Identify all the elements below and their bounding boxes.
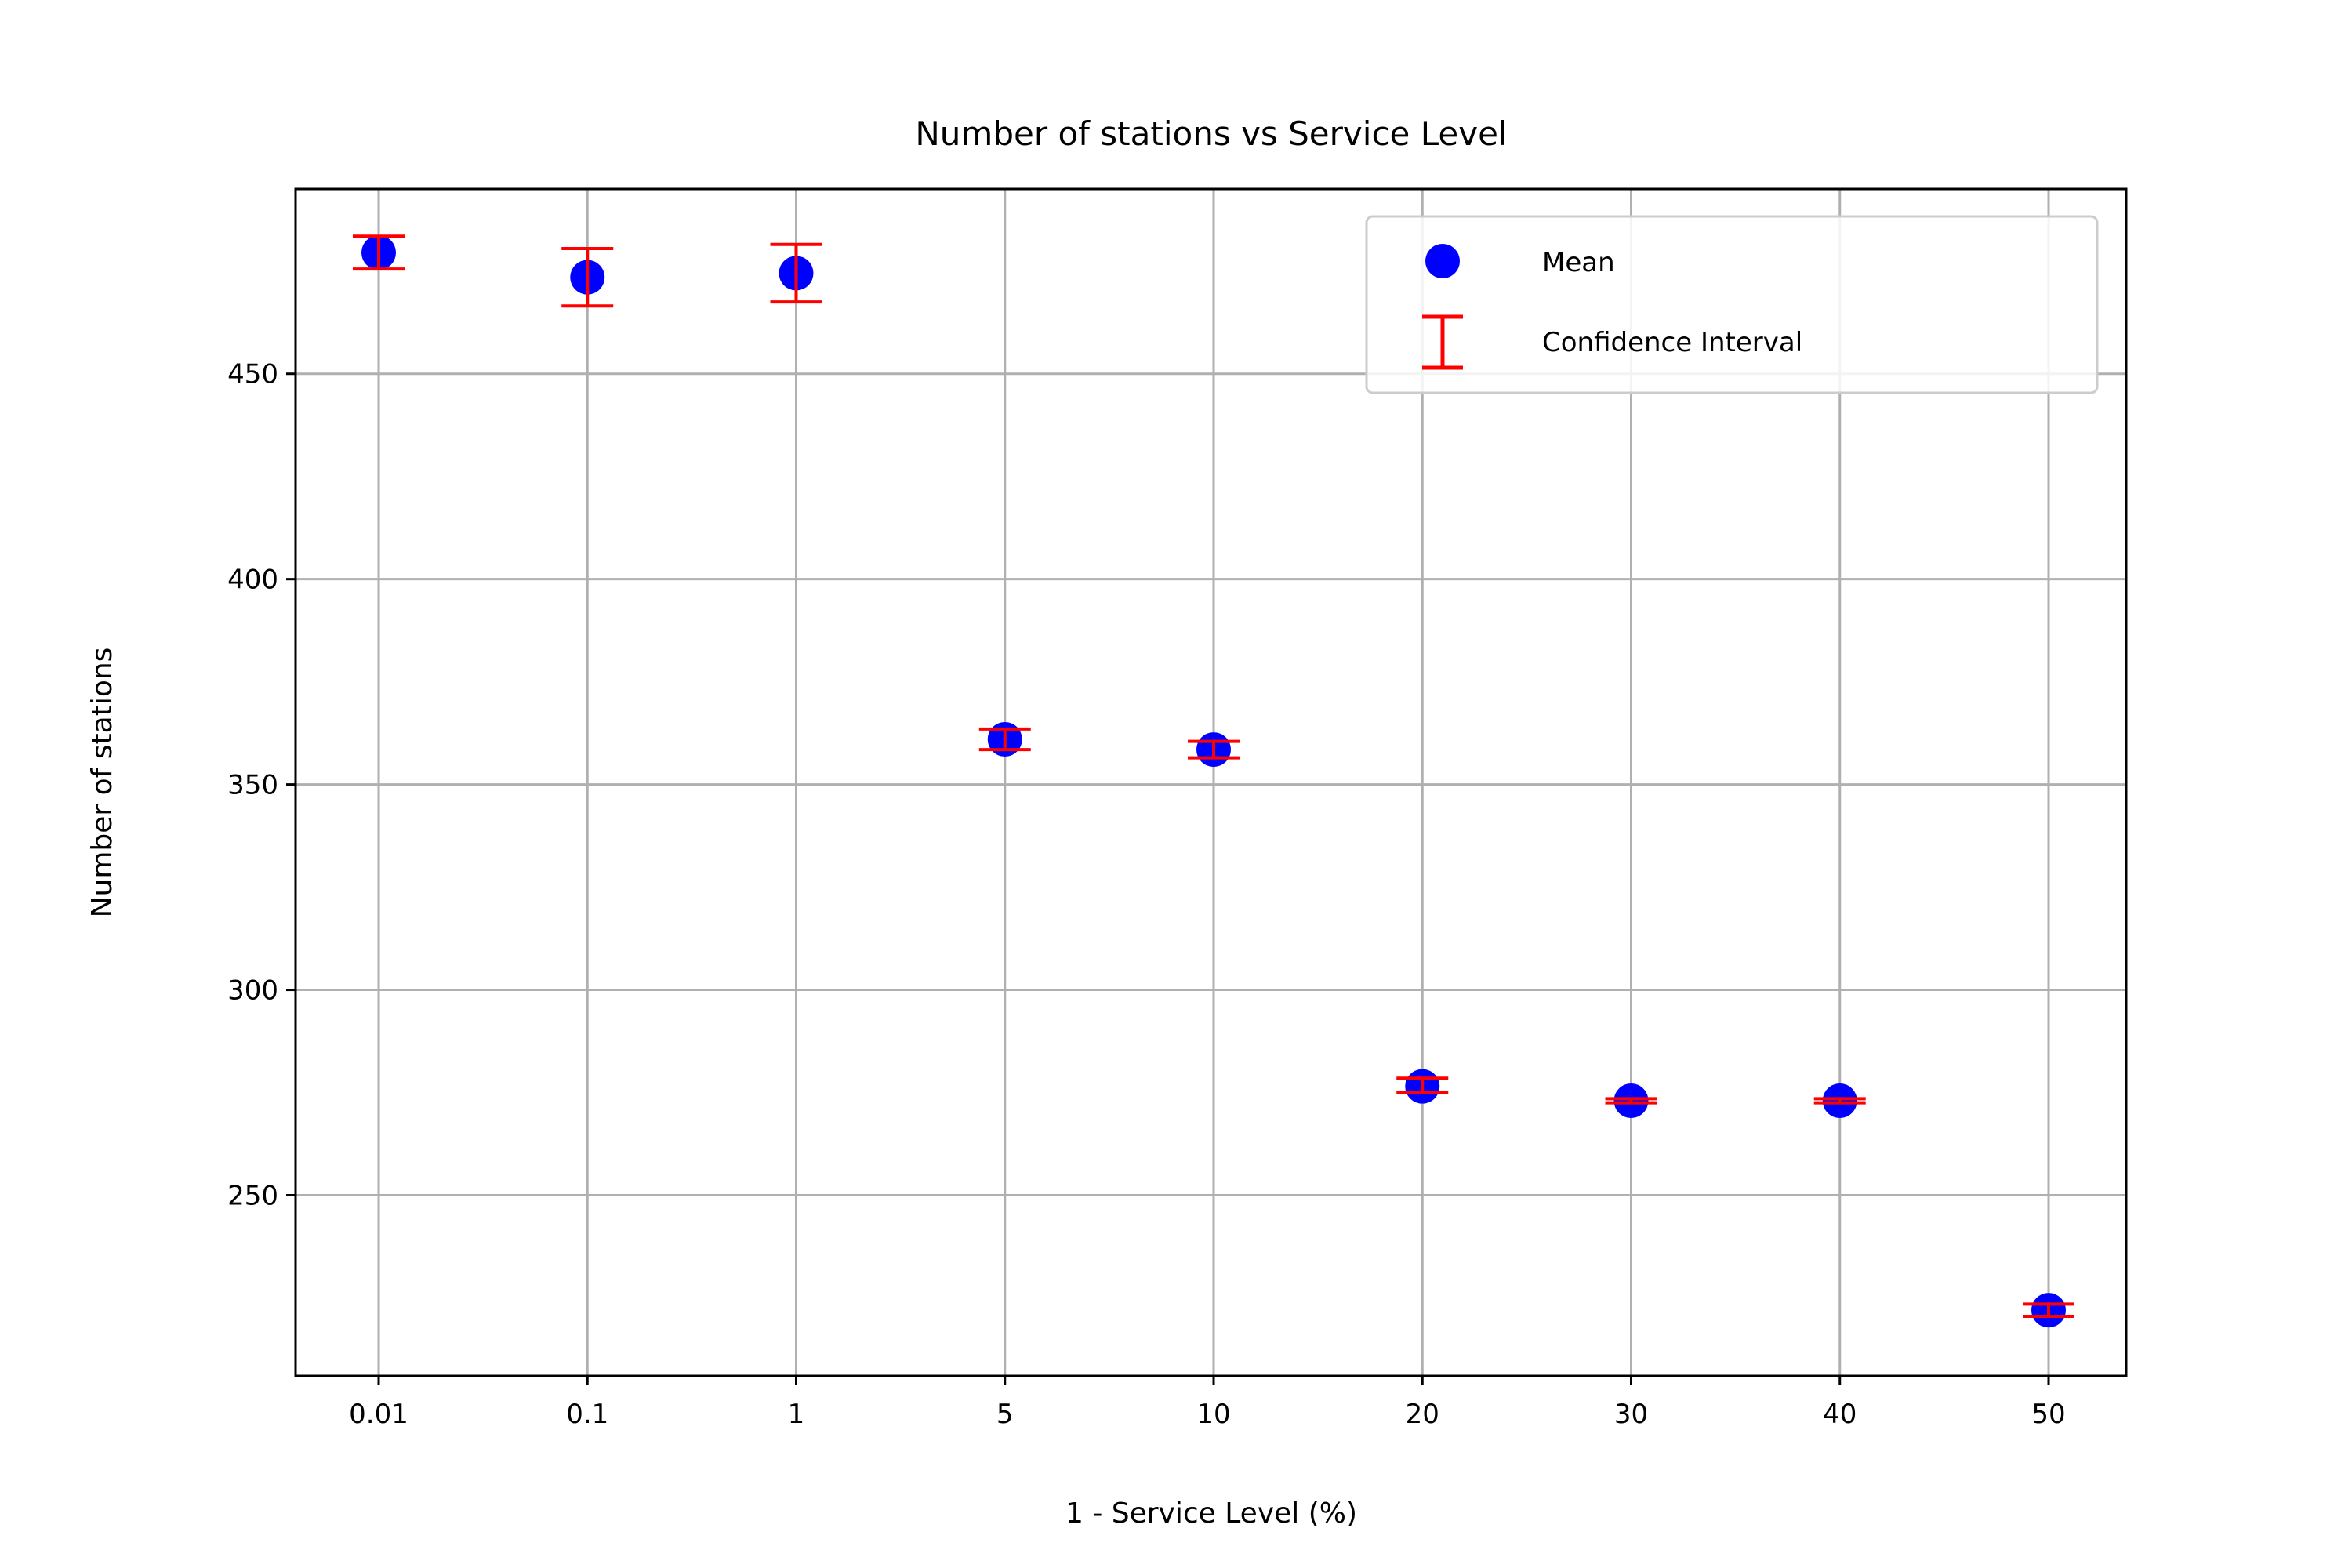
x-tick-label: 5	[996, 1399, 1014, 1430]
legend-confidence-interval-label: Confidence Interval	[1542, 327, 1802, 358]
legend-confidence-interval-marker	[1422, 314, 1463, 370]
x-tick-label: 0.1	[566, 1399, 608, 1430]
x-tick-label: 40	[1823, 1399, 1857, 1430]
chart-title: Number of stations vs Service Level	[915, 114, 1507, 153]
confidence-interval-bar	[561, 246, 614, 308]
y-tick-label: 400	[227, 564, 278, 596]
axis-ticks: 0.01 0.1 1 5 10 20 30 40 50 250 300 350 400 450	[227, 359, 2066, 1430]
y-tick-label: 250	[227, 1180, 278, 1211]
x-tick-label: 1	[788, 1399, 805, 1430]
x-axis-label: 1 - Service Level (%)	[1065, 1497, 1357, 1530]
legend: Mean Confidence Interval	[1365, 215, 2099, 394]
confidence-interval-bar	[1188, 739, 1240, 760]
y-tick-label: 300	[227, 975, 278, 1007]
x-tick-label: 10	[1196, 1399, 1230, 1430]
confidence-interval-bar	[353, 234, 405, 271]
confidence-interval-bar	[2023, 1302, 2074, 1319]
x-tick-label: 0.01	[349, 1399, 408, 1430]
confidence-interval-bar	[1813, 1097, 1866, 1105]
y-tick-label: 350	[227, 770, 278, 801]
plot-frame	[294, 187, 2128, 1377]
legend-box	[1365, 215, 2099, 394]
confidence-interval-bar	[1605, 1097, 1657, 1105]
confidence-interval-bar	[1396, 1076, 1449, 1094]
x-tick-label: 20	[1406, 1399, 1439, 1430]
x-tick-label: 50	[2031, 1399, 2065, 1430]
x-tick-label: 30	[1614, 1399, 1648, 1430]
confidence-interval-bar	[978, 727, 1031, 752]
confidence-interval-bar	[770, 242, 822, 304]
confidence-interval-series	[353, 234, 2074, 1319]
y-tick-label: 450	[227, 359, 278, 390]
y-axis-label: Number of stations	[86, 648, 118, 918]
legend-mean-label: Mean	[1542, 247, 1615, 278]
legend-mean-marker	[1425, 244, 1460, 278]
